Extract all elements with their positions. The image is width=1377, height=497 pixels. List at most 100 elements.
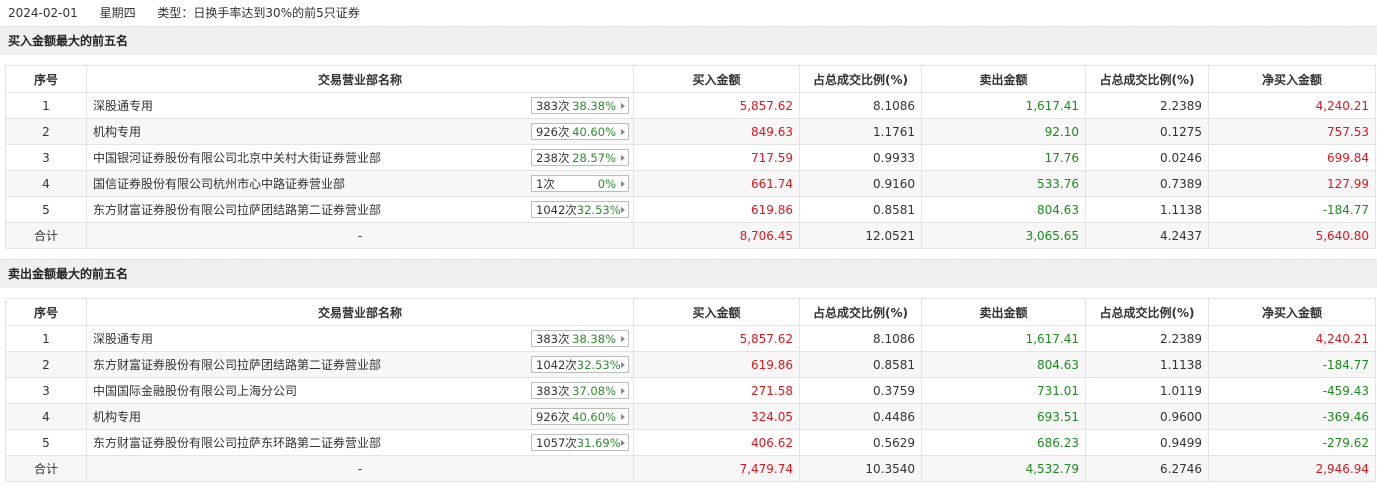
buy-ratio: 0.3759: [799, 377, 922, 404]
col-net: 净买入金额: [1208, 298, 1376, 326]
broker-name-cell: 东方财富证券股份有限公司拉萨团结路第二证券营业部 1042次 32.53%: [86, 196, 634, 223]
broker-stats-badge[interactable]: 1次 0%: [531, 175, 629, 192]
buy-amount: 717.59: [633, 144, 800, 171]
sell-amount: 731.01: [921, 377, 1086, 404]
caret-right-icon: [621, 440, 625, 446]
broker-stats-badge[interactable]: 383次 38.38%: [531, 330, 629, 347]
broker-name-link[interactable]: 深股通专用: [93, 332, 154, 346]
total-label: 合计: [5, 222, 87, 249]
buy-amount: 619.86: [633, 196, 800, 223]
caret-right-icon: [621, 388, 625, 394]
broker-stats-badge[interactable]: 383次 37.08%: [531, 382, 629, 399]
appear-count: 1057次: [536, 436, 577, 450]
broker-name-cell: 中国国际金融股份有限公司上海分公司 383次 37.08%: [86, 377, 634, 404]
caret-right-icon: [621, 362, 625, 368]
buy-amount: 324.05: [633, 403, 800, 430]
sell-section-title: 卖出金额最大的前五名: [0, 259, 1377, 288]
top-info-bar: 2024-02-01 星期四 类型：日换手率达到30%的前5只证券: [0, 0, 1377, 26]
broker-stats-badge[interactable]: 926次 40.60%: [531, 123, 629, 140]
weekday-label: 星期四: [99, 6, 136, 20]
broker-stats-badge[interactable]: 383次 38.38%: [531, 97, 629, 114]
caret-right-icon: [621, 129, 625, 135]
broker-stats-badge[interactable]: 238次 28.57%: [531, 149, 629, 166]
buy-top5-table: 序号 交易营业部名称 买入金额 占总成交比例(%) 卖出金额 占总成交比例(%)…: [5, 65, 1376, 249]
col-broker: 交易营业部名称: [86, 65, 634, 93]
broker-name-link[interactable]: 中国银河证券股份有限公司北京中关村大街证券营业部: [93, 151, 382, 165]
buy-amount: 661.74: [633, 170, 800, 197]
table-row: 5 东方财富证券股份有限公司拉萨团结路第二证券营业部 1042次 32.53% 619.…: [5, 196, 1376, 223]
total-sell: 4,532.79: [921, 455, 1086, 482]
net-amount: -459.43: [1208, 377, 1376, 404]
caret-right-icon: [621, 207, 625, 213]
sell-amount: 1,617.41: [921, 92, 1086, 119]
broker-name-link[interactable]: 机构专用: [93, 125, 142, 139]
success-rate: 0%: [597, 177, 616, 191]
sell-ratio: 0.7389: [1085, 170, 1209, 197]
broker-name-link[interactable]: 东方财富证券股份有限公司拉萨团结路第二证券营业部: [93, 358, 382, 372]
caret-right-icon: [621, 181, 625, 187]
col-net: 净买入金额: [1208, 65, 1376, 93]
success-rate: 31.69%: [576, 436, 621, 450]
table-header-row: 序号 交易营业部名称 买入金额 占总成交比例(%) 卖出金额 占总成交比例(%)…: [5, 298, 1376, 326]
total-net: 2,946.94: [1208, 455, 1376, 482]
buy-ratio: 0.9160: [799, 170, 922, 197]
total-sell-ratio: 6.2746: [1085, 455, 1209, 482]
sell-amount: 533.76: [921, 170, 1086, 197]
col-sell: 卖出金额: [921, 65, 1086, 93]
table-row: 3 中国国际金融股份有限公司上海分公司 383次 37.08% 271.58 0.3759…: [5, 377, 1376, 404]
buy-ratio: 0.8581: [799, 196, 922, 223]
broker-name-cell: 深股通专用 383次 38.38%: [86, 92, 634, 119]
col-sell-ratio: 占总成交比例(%): [1085, 65, 1209, 93]
success-rate: 32.53%: [576, 358, 621, 372]
sell-ratio: 0.9499: [1085, 429, 1209, 456]
row-number: 2: [5, 118, 87, 145]
sell-ratio: 1.0119: [1085, 377, 1209, 404]
row-number: 3: [5, 144, 87, 171]
broker-stats-badge[interactable]: 926次 40.60%: [531, 408, 629, 425]
broker-name-cell: 机构专用 926次 40.60%: [86, 403, 634, 430]
col-buy: 买入金额: [633, 65, 800, 93]
col-sell-ratio: 占总成交比例(%): [1085, 298, 1209, 326]
sell-ratio: 1.1138: [1085, 196, 1209, 223]
sell-amount: 17.76: [921, 144, 1086, 171]
appear-count: 1042次: [536, 358, 577, 372]
broker-name-cell: 东方财富证券股份有限公司拉萨团结路第二证券营业部 1042次 32.53%: [86, 351, 634, 378]
sell-amount: 686.23: [921, 429, 1086, 456]
sell-amount: 693.51: [921, 403, 1086, 430]
broker-name-link[interactable]: 国信证券股份有限公司杭州市心中路证券营业部: [93, 177, 346, 191]
net-amount: 757.53: [1208, 118, 1376, 145]
caret-right-icon: [621, 103, 625, 109]
broker-name-link[interactable]: 机构专用: [93, 410, 142, 424]
net-amount: 4,240.21: [1208, 92, 1376, 119]
col-no: 序号: [5, 298, 87, 326]
col-broker: 交易营业部名称: [86, 298, 634, 326]
broker-stats-badge[interactable]: 1042次 32.53%: [531, 201, 629, 218]
net-amount: -184.77: [1208, 196, 1376, 223]
total-buy: 8,706.45: [633, 222, 800, 249]
total-net: 5,640.80: [1208, 222, 1376, 249]
buy-ratio: 0.4486: [799, 403, 922, 430]
row-number: 1: [5, 92, 87, 119]
caret-right-icon: [621, 155, 625, 161]
buy-amount: 406.62: [633, 429, 800, 456]
buy-section-title: 买入金额最大的前五名: [0, 26, 1377, 55]
success-rate: 38.38%: [572, 99, 616, 113]
table-header-row: 序号 交易营业部名称 买入金额 占总成交比例(%) 卖出金额 占总成交比例(%)…: [5, 65, 1376, 93]
broker-name-link[interactable]: 中国国际金融股份有限公司上海分公司: [93, 384, 298, 398]
broker-stats-badge[interactable]: 1057次 31.69%: [531, 434, 629, 451]
net-amount: 699.84: [1208, 144, 1376, 171]
net-amount: -184.77: [1208, 351, 1376, 378]
buy-amount: 849.63: [633, 118, 800, 145]
table-row: 3 中国银河证券股份有限公司北京中关村大街证券营业部 238次 28.57% 717.5…: [5, 144, 1376, 171]
date-label: 2024-02-01: [8, 6, 78, 20]
broker-stats-badge[interactable]: 1042次 32.53%: [531, 356, 629, 373]
row-number: 4: [5, 170, 87, 197]
sell-amount: 1,617.41: [921, 325, 1086, 352]
row-number: 1: [5, 325, 87, 352]
broker-name-link[interactable]: 深股通专用: [93, 99, 154, 113]
table-row: 1 深股通专用 383次 38.38% 5,857.62 8.1086 1,617.41 2.…: [5, 92, 1376, 119]
broker-name-link[interactable]: 东方财富证券股份有限公司拉萨团结路第二证券营业部: [93, 203, 382, 217]
col-sell: 卖出金额: [921, 298, 1086, 326]
broker-name-link[interactable]: 东方财富证券股份有限公司拉萨东环路第二证券营业部: [93, 436, 382, 450]
row-number: 3: [5, 377, 87, 404]
